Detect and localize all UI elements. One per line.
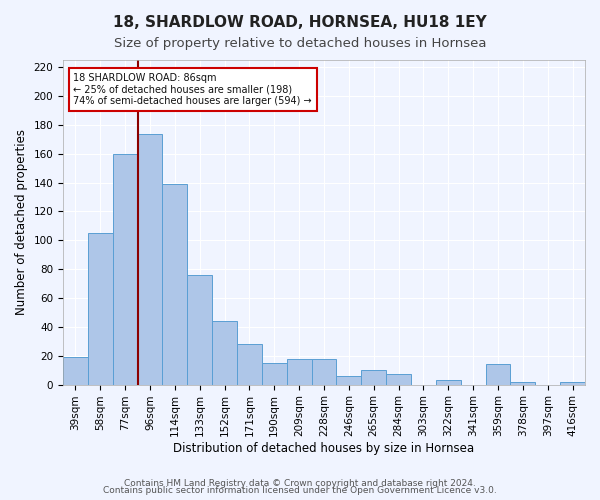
Bar (63, 357, 88, 384)
Bar (163, 184, 187, 384)
Text: 18 SHARDLOW ROAD: 86sqm
← 25% of detached houses are smaller (198)
74% of semi-d: 18 SHARDLOW ROAD: 86sqm ← 25% of detache… (73, 73, 312, 106)
Bar (386, 374, 411, 384)
Text: Contains HM Land Registry data © Crown copyright and database right 2024.: Contains HM Land Registry data © Crown c… (124, 478, 476, 488)
Bar (137, 134, 163, 384)
Bar (212, 321, 237, 384)
Bar (187, 275, 212, 384)
X-axis label: Distribution of detached houses by size in Hornsea: Distribution of detached houses by size … (173, 442, 475, 455)
Bar (511, 382, 535, 384)
Text: Size of property relative to detached houses in Hornsea: Size of property relative to detached ho… (114, 38, 486, 51)
Bar (485, 364, 511, 384)
Bar (311, 358, 337, 384)
Y-axis label: Number of detached properties: Number of detached properties (15, 130, 28, 316)
Bar (113, 154, 137, 384)
Bar (262, 363, 287, 384)
Bar (361, 370, 386, 384)
Bar (237, 344, 262, 385)
Text: 18, SHARDLOW ROAD, HORNSEA, HU18 1EY: 18, SHARDLOW ROAD, HORNSEA, HU18 1EY (113, 15, 487, 30)
Bar (560, 382, 585, 384)
Bar (88, 233, 113, 384)
Bar (287, 358, 311, 384)
Bar (436, 380, 461, 384)
Bar (337, 376, 361, 384)
Text: Contains public sector information licensed under the Open Government Licence v3: Contains public sector information licen… (103, 486, 497, 495)
